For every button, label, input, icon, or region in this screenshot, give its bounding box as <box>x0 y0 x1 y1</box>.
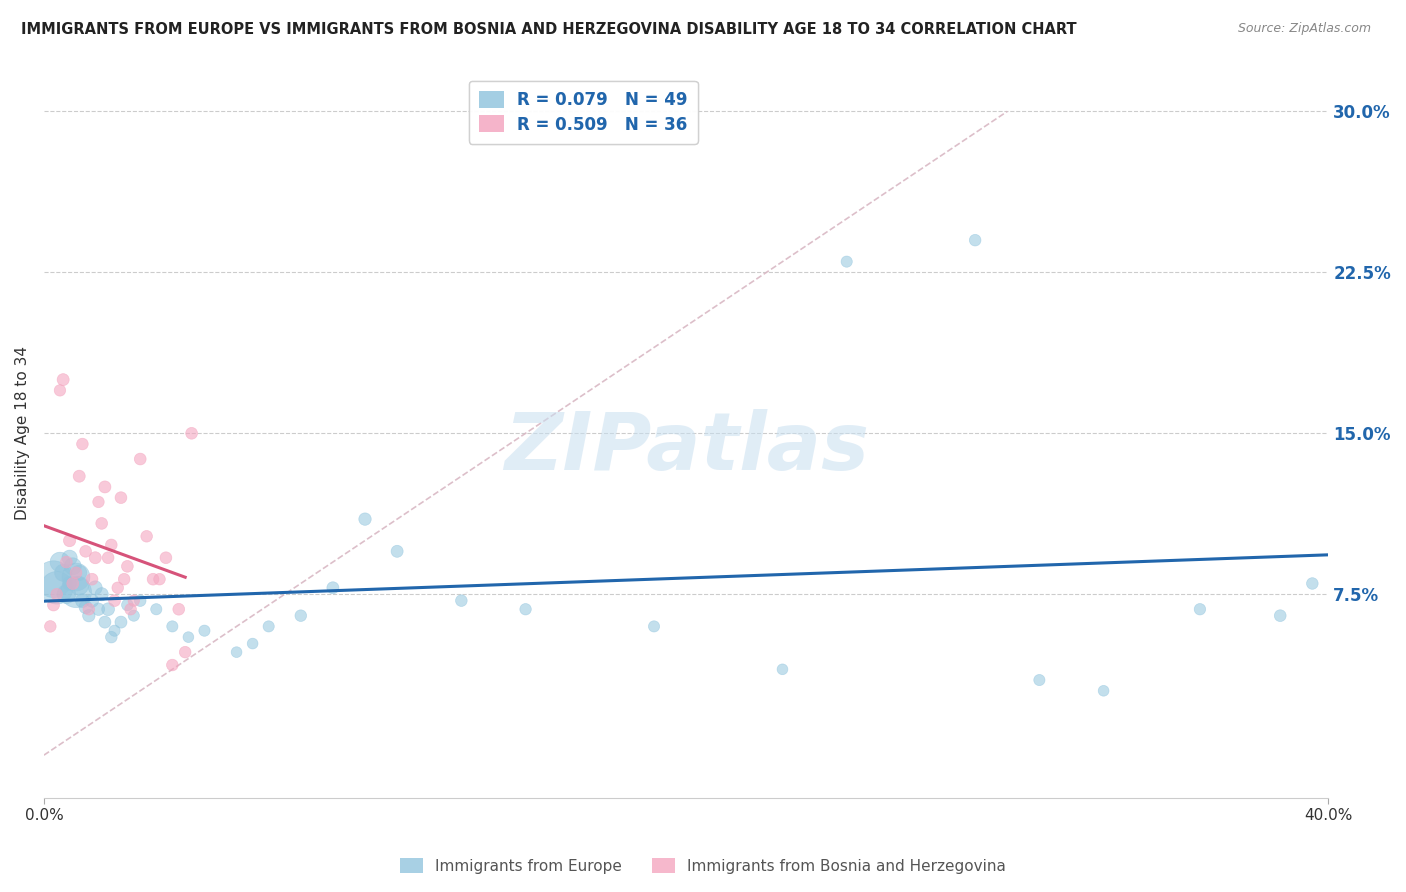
Point <box>145 602 167 616</box>
Point <box>55 587 77 601</box>
Point <box>39 619 62 633</box>
Point <box>42 598 65 612</box>
Point <box>67 566 90 580</box>
Point <box>65 566 87 580</box>
Point <box>1270 608 1292 623</box>
Point <box>450 593 472 607</box>
Point <box>835 254 858 268</box>
Point <box>75 544 97 558</box>
Point <box>49 555 72 569</box>
Point <box>1092 683 1115 698</box>
Point <box>94 480 117 494</box>
Point <box>515 602 537 616</box>
Point <box>45 581 67 595</box>
Point <box>129 593 152 607</box>
Point <box>65 570 87 584</box>
Point <box>84 550 107 565</box>
Point <box>100 538 122 552</box>
Point <box>112 572 135 586</box>
Point <box>84 581 107 595</box>
Point <box>225 645 247 659</box>
Point <box>80 593 103 607</box>
Point <box>1188 602 1211 616</box>
Point <box>142 572 165 586</box>
Text: Source: ZipAtlas.com: Source: ZipAtlas.com <box>1237 22 1371 36</box>
Point <box>322 581 344 595</box>
Legend: R = 0.079   N = 49, R = 0.509   N = 36: R = 0.079 N = 49, R = 0.509 N = 36 <box>470 80 697 144</box>
Text: ZIPatlas: ZIPatlas <box>503 409 869 487</box>
Point <box>67 469 90 483</box>
Point <box>1028 673 1050 687</box>
Point <box>129 452 152 467</box>
Point <box>42 572 65 586</box>
Point <box>354 512 377 526</box>
Point <box>94 615 117 629</box>
Point <box>107 581 129 595</box>
Point <box>49 384 72 398</box>
Point <box>1301 576 1323 591</box>
Point <box>110 491 132 505</box>
Point <box>90 516 112 531</box>
Point <box>162 619 184 633</box>
Point <box>62 576 84 591</box>
Point <box>72 437 94 451</box>
Point <box>117 559 139 574</box>
Point <box>65 585 87 599</box>
Point <box>52 373 75 387</box>
Point <box>965 233 987 247</box>
Point <box>193 624 215 638</box>
Point <box>180 426 202 441</box>
Point <box>77 602 100 616</box>
Point <box>87 495 110 509</box>
Point <box>167 602 190 616</box>
Point <box>643 619 665 633</box>
Point <box>162 658 184 673</box>
Point <box>97 602 120 616</box>
Point <box>117 598 139 612</box>
Point <box>77 608 100 623</box>
Point <box>174 645 197 659</box>
Point <box>120 602 142 616</box>
Point <box>122 608 145 623</box>
Point <box>122 593 145 607</box>
Point <box>45 587 67 601</box>
Point <box>103 624 125 638</box>
Y-axis label: Disability Age 18 to 34: Disability Age 18 to 34 <box>15 346 30 520</box>
Point <box>242 636 264 650</box>
Point <box>257 619 280 633</box>
Point <box>58 576 80 591</box>
Point <box>148 572 170 586</box>
Point <box>80 572 103 586</box>
Point <box>58 550 80 565</box>
Point <box>52 566 75 580</box>
Point <box>103 593 125 607</box>
Point <box>62 559 84 574</box>
Point <box>72 593 94 607</box>
Point <box>67 579 90 593</box>
Point <box>177 630 200 644</box>
Point <box>90 587 112 601</box>
Point <box>55 555 77 569</box>
Point <box>97 550 120 565</box>
Point <box>75 600 97 615</box>
Point <box>100 630 122 644</box>
Point <box>87 602 110 616</box>
Point <box>772 662 794 676</box>
Point <box>135 529 157 543</box>
Point <box>58 533 80 548</box>
Point <box>155 550 177 565</box>
Point <box>110 615 132 629</box>
Point <box>290 608 312 623</box>
Point <box>385 544 408 558</box>
Text: IMMIGRANTS FROM EUROPE VS IMMIGRANTS FROM BOSNIA AND HERZEGOVINA DISABILITY AGE : IMMIGRANTS FROM EUROPE VS IMMIGRANTS FRO… <box>21 22 1077 37</box>
Legend: Immigrants from Europe, Immigrants from Bosnia and Herzegovina: Immigrants from Europe, Immigrants from … <box>394 852 1012 880</box>
